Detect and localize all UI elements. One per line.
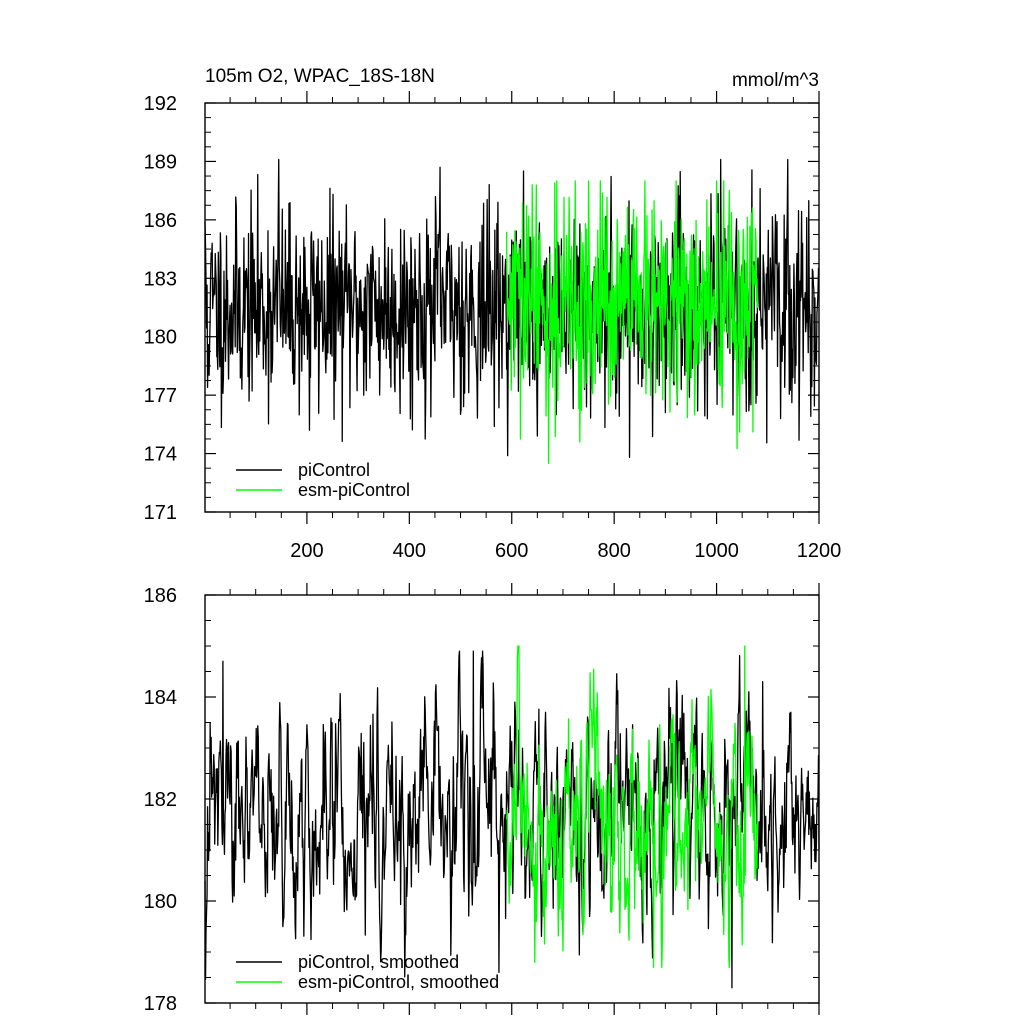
x-tick-label: 400 xyxy=(393,540,426,562)
panel-top: 105m O2, WPAC_18S-18N mmol/m^3 171 174 177… xyxy=(144,66,842,562)
axis-ticks-bottom xyxy=(205,583,820,1015)
series-line-esm-picontrol xyxy=(505,180,759,464)
plot-area-top xyxy=(204,158,820,464)
y-tick-label: 177 xyxy=(144,385,177,407)
y-tick-label: 184 xyxy=(144,687,177,709)
y-tick-label: 174 xyxy=(144,444,177,466)
y-tick-label: 182 xyxy=(144,789,177,811)
y-tick-labels-top: 171 174 177 180 183 186 189 192 xyxy=(144,93,177,524)
y-tick-label: 180 xyxy=(144,891,177,913)
legend-label-picontrol: piControl xyxy=(298,460,370,480)
chart-title: 105m O2, WPAC_18S-18N xyxy=(205,66,435,87)
plot-area-bottom xyxy=(204,645,820,989)
y-tick-label: 183 xyxy=(144,268,177,290)
x-tick-label: 1000 xyxy=(694,540,739,562)
y-tick-label: 186 xyxy=(144,210,177,232)
panel-bottom: 178 180 182 184 186 piControl, smoothed esm-… xyxy=(144,583,820,1015)
y-tick-label: 189 xyxy=(144,151,177,173)
y-tick-label: 178 xyxy=(144,993,177,1015)
y-tick-label: 186 xyxy=(144,585,177,607)
legend-label-picontrol-smoothed: piControl, smoothed xyxy=(298,952,459,972)
x-tick-labels-top: 200 400 600 800 1000 1200 xyxy=(290,540,841,562)
x-tick-label: 1200 xyxy=(797,540,842,562)
legend-top: piControl esm-piControl xyxy=(236,460,410,500)
y-tick-labels-bottom: 178 180 182 184 186 xyxy=(144,585,177,1015)
legend-bottom: piControl, smoothed esm-piControl, smoot… xyxy=(236,952,499,992)
x-tick-label: 200 xyxy=(290,540,323,562)
legend-label-esm-picontrol: esm-piControl xyxy=(298,480,410,500)
units-label: mmol/m^3 xyxy=(732,70,819,91)
plot-frame-bottom xyxy=(204,594,820,1004)
y-tick-label: 192 xyxy=(144,93,177,115)
legend-label-esm-picontrol-smoothed: esm-piControl, smoothed xyxy=(298,972,499,992)
x-tick-label: 600 xyxy=(495,540,528,562)
y-tick-label: 171 xyxy=(144,502,177,524)
y-tick-label: 180 xyxy=(144,327,177,349)
axis-ticks-top xyxy=(205,91,820,524)
plot-frame-top xyxy=(204,102,820,513)
x-tick-label: 800 xyxy=(597,540,630,562)
series-line-picontrol-smoothed xyxy=(204,650,820,989)
series-line-esm-picontrol-smoothed xyxy=(505,645,759,968)
